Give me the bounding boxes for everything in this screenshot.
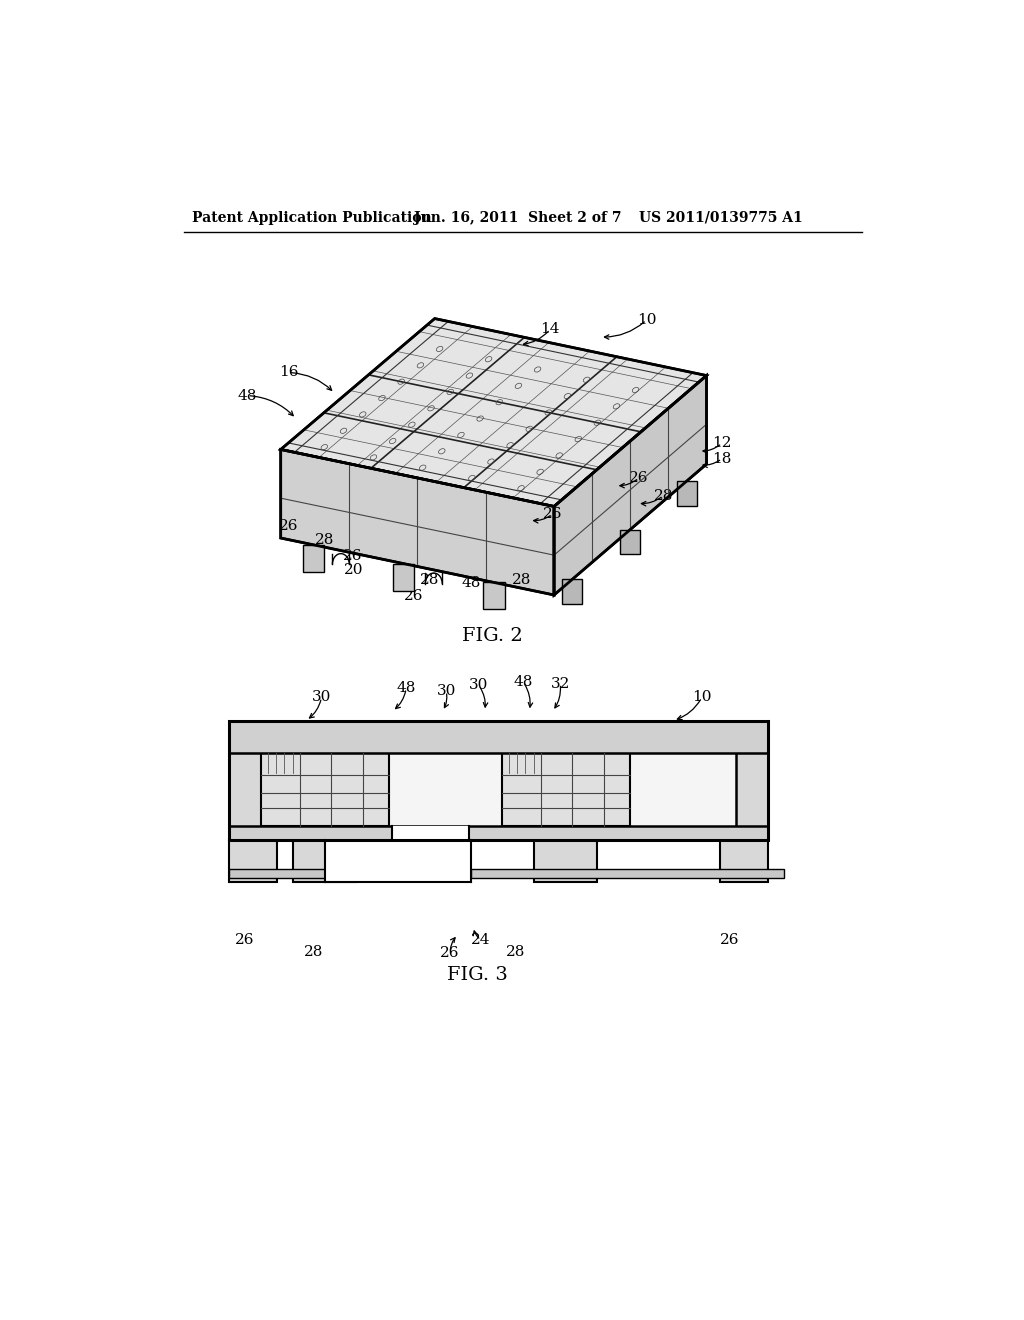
Text: 26: 26 (543, 507, 562, 521)
Bar (392, 826, 469, 843)
Bar (677, 480, 696, 506)
Text: US 2011/0139775 A1: US 2011/0139775 A1 (639, 211, 803, 224)
Text: 26: 26 (234, 933, 254, 946)
Text: Jun. 16, 2011  Sheet 2 of 7: Jun. 16, 2011 Sheet 2 of 7 (414, 211, 622, 224)
Bar (261, 752, 388, 826)
Text: 26: 26 (343, 549, 362, 562)
Text: 16: 16 (279, 366, 298, 379)
Text: 48: 48 (514, 675, 532, 689)
Text: 26: 26 (720, 933, 739, 946)
Bar (535, 840, 597, 882)
Bar (229, 826, 768, 840)
Polygon shape (281, 318, 707, 507)
Text: 32: 32 (551, 677, 570, 690)
Text: 20: 20 (344, 564, 364, 577)
Bar (503, 752, 630, 826)
Bar (293, 840, 356, 882)
Bar (229, 721, 261, 840)
Text: 26: 26 (629, 471, 648, 484)
Text: 28: 28 (506, 945, 525, 958)
Text: 28: 28 (420, 573, 439, 587)
Text: 28: 28 (653, 488, 673, 503)
Text: 24: 24 (471, 933, 490, 946)
Bar (621, 529, 640, 554)
Bar (471, 869, 783, 878)
Text: 26: 26 (404, 589, 424, 603)
Polygon shape (554, 376, 707, 595)
Bar (229, 721, 768, 752)
Text: 26: 26 (440, 946, 460, 960)
Polygon shape (281, 449, 554, 595)
Text: 48: 48 (461, 577, 480, 590)
Text: 28: 28 (512, 573, 531, 587)
Bar (325, 840, 471, 882)
Text: 30: 30 (312, 690, 331, 705)
Text: 28: 28 (304, 945, 324, 958)
Text: 26: 26 (279, 520, 298, 533)
Text: 30: 30 (469, 678, 488, 692)
Text: FIG. 3: FIG. 3 (446, 966, 508, 983)
Bar (229, 721, 768, 840)
Text: 28: 28 (315, 533, 334, 548)
Text: Patent Application Publication: Patent Application Publication (193, 211, 432, 224)
Bar (229, 869, 356, 878)
Bar (393, 564, 415, 590)
Text: 12: 12 (712, 437, 732, 450)
Bar (229, 721, 768, 840)
Text: 10: 10 (692, 690, 712, 705)
Text: 18: 18 (713, 451, 731, 466)
Text: 14: 14 (541, 322, 560, 337)
Text: 10: 10 (637, 313, 656, 327)
Text: FIG. 2: FIG. 2 (462, 627, 523, 644)
Bar (229, 840, 276, 882)
Text: 48: 48 (396, 681, 416, 696)
Bar (483, 582, 505, 610)
Bar (562, 579, 583, 605)
Bar (720, 840, 768, 882)
Bar (303, 545, 325, 572)
Bar (736, 721, 768, 840)
Text: 48: 48 (238, 388, 257, 403)
Text: 30: 30 (436, 684, 456, 698)
